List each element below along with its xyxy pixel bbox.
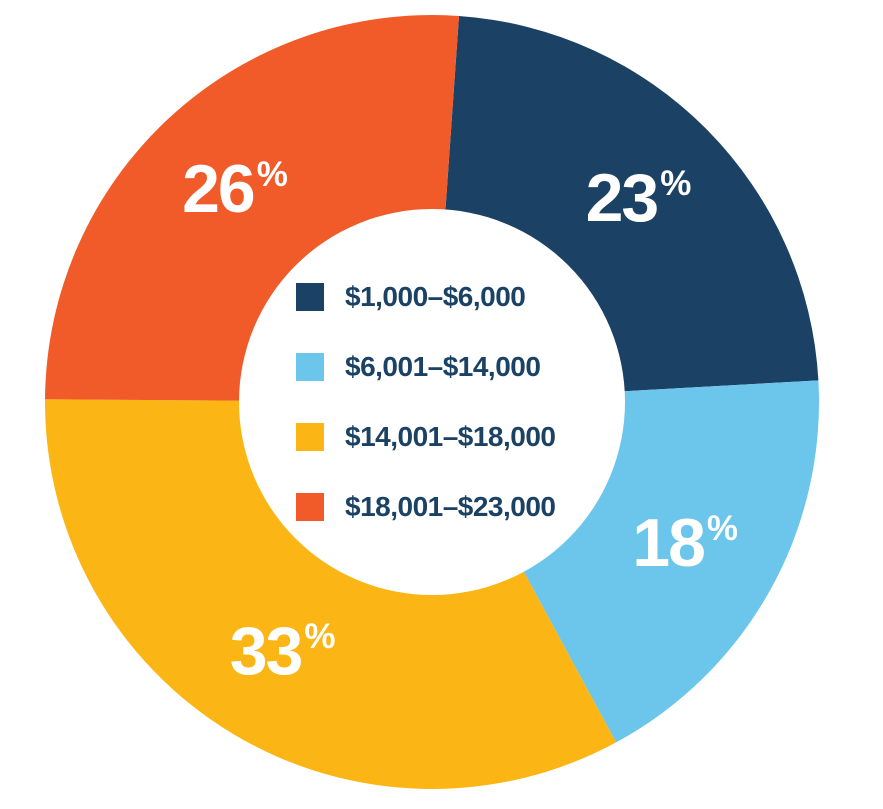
- legend-swatch: [296, 283, 324, 311]
- legend-swatch: [296, 353, 324, 381]
- legend-label: $6,001–$14,000: [345, 351, 541, 382]
- legend-label: $14,001–$18,000: [345, 421, 556, 452]
- slice-percent-label-0: 23%: [586, 164, 692, 232]
- percent-sign: %: [706, 509, 739, 549]
- percent-sign: %: [256, 155, 288, 195]
- legend-swatch: [296, 423, 324, 451]
- percent-value: 23: [585, 160, 660, 237]
- legend-item: $1,000–$6,000: [296, 283, 556, 311]
- percent-sign: %: [660, 164, 692, 204]
- percent-sign: %: [304, 616, 336, 656]
- legend-item: $14,001–$18,000: [296, 423, 556, 451]
- percent-value: 33: [229, 612, 304, 689]
- percent-value: 18: [632, 505, 706, 582]
- legend-label: $1,000–$6,000: [345, 281, 526, 312]
- slice-percent-label-3: 26%: [182, 155, 288, 223]
- percent-value: 26: [182, 151, 256, 228]
- donut-hole: [239, 209, 625, 595]
- legend-label: $18,001–$23,000: [345, 491, 556, 522]
- legend-item: $18,001–$23,000: [296, 493, 556, 521]
- chart-legend: $1,000–$6,000 $6,001–$14,000 $14,001–$18,0…: [296, 283, 556, 521]
- slice-percent-label-1: 18%: [632, 509, 738, 577]
- legend-swatch: [296, 493, 324, 521]
- slice-percent-label-2: 33%: [230, 617, 336, 685]
- legend-item: $6,001–$14,000: [296, 353, 556, 381]
